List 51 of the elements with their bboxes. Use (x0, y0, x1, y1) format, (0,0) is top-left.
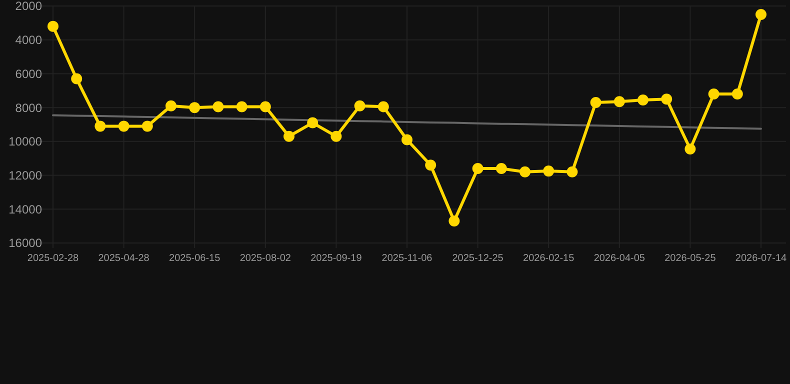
point (402, 134, 412, 146)
line-series (52, 114, 762, 130)
y-tick-label: 4000 (15, 33, 42, 48)
point (378, 101, 389, 112)
point (614, 96, 625, 108)
y-tick-label: 14000 (8, 202, 42, 216)
point (166, 100, 176, 112)
point (94, 120, 106, 132)
point (756, 8, 766, 20)
x-tick-label: 2025-04-28 (98, 253, 150, 264)
point (260, 101, 271, 112)
x-tick-label: 2025-02-28 (27, 253, 80, 264)
x-tick-label: 2025-11-06 (382, 253, 433, 264)
point (71, 73, 82, 84)
point (307, 117, 318, 128)
x-tick-label: 2026-05-25 (664, 253, 716, 264)
point (684, 144, 696, 155)
point (425, 160, 436, 171)
y-tick-label: 8000 (15, 100, 42, 115)
x-tick-label: 2025-06-15 (169, 253, 221, 264)
point (330, 130, 342, 142)
point (496, 163, 507, 174)
point (212, 101, 224, 112)
point (732, 88, 743, 100)
x-tick-label: 2026-04-05 (594, 253, 646, 264)
y-tick-label: 6000 (15, 66, 42, 81)
x-tick-label: 2025-12-25 (452, 253, 504, 264)
x-tick-label: 2025-09-19 (310, 253, 362, 264)
point (590, 96, 602, 108)
y-tick-label: 2000 (15, 0, 42, 14)
y-tick-label: 16000 (8, 236, 42, 250)
point (520, 166, 530, 178)
y-tick-label: 10000 (8, 134, 42, 149)
point (566, 166, 578, 178)
point (284, 130, 294, 142)
x-tick-label: 2026-02-15 (523, 253, 575, 264)
point (189, 102, 200, 114)
point (236, 101, 248, 112)
x-tick-label: 2026-07-14 (735, 253, 788, 264)
point (543, 166, 554, 177)
point (48, 20, 58, 32)
point (661, 94, 672, 105)
point (448, 215, 460, 226)
point (142, 120, 153, 132)
point (118, 120, 130, 132)
y-tick-label: 12000 (8, 168, 42, 182)
point (708, 88, 720, 100)
point (638, 94, 648, 106)
point (472, 163, 484, 174)
x-tick-label: 2025-08-02 (240, 253, 292, 264)
point (354, 100, 366, 112)
